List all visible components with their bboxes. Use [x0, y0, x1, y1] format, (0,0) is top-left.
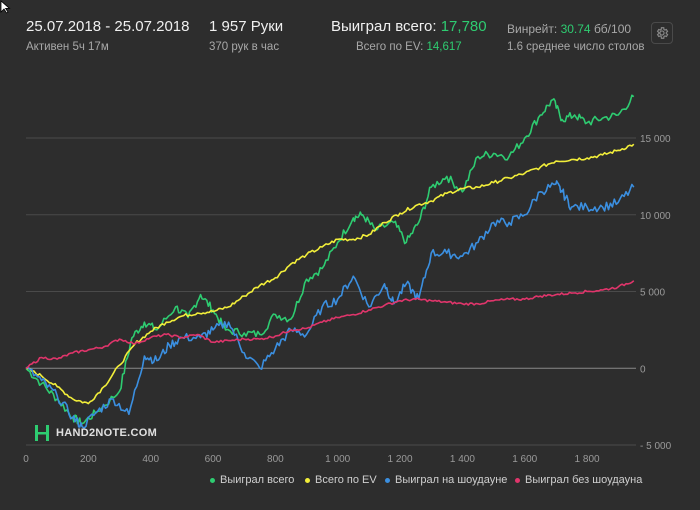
hand2note-logo: HAND2NOTE.COM: [34, 424, 157, 442]
series-non-showdown: [25, 280, 635, 369]
settings-button[interactable]: [651, 22, 673, 44]
gear-icon: [656, 27, 669, 39]
winrate: Винрейт: 30.74 бб/100: [507, 22, 631, 36]
series-showdown: [25, 180, 635, 429]
legend-label: Выиграл без шоудауна: [525, 474, 643, 486]
y-tick-label: 5 000: [640, 288, 665, 299]
hands-count: 1 957 Руки: [209, 18, 284, 35]
legend-marker: [210, 477, 215, 483]
x-tick-label: 400: [142, 454, 159, 465]
cursor-icon: [0, 0, 11, 14]
x-tick-label: 200: [80, 454, 97, 465]
won-total: Выиграл всего: 17,780: [331, 18, 487, 35]
date-range: 25.07.2018 - 25.07.2018: [26, 18, 190, 35]
ev-label: Всего по EV:: [356, 41, 424, 53]
x-tick-label: 1 400: [450, 454, 475, 465]
winrate-label: Винрейт:: [507, 22, 558, 36]
winrate-unit: бб/100: [593, 22, 632, 36]
series-ev: [25, 143, 635, 405]
logo-text: HAND2NOTE.COM: [56, 427, 158, 439]
hands-per-hour: 370 рук в час: [209, 41, 280, 53]
won-total-value: 17,780: [440, 18, 487, 35]
legend-item-showdown[interactable]: Выиграл на шоудауне: [385, 474, 507, 486]
y-tick-label: 0: [640, 364, 646, 375]
x-tick-label: 1 000: [325, 454, 350, 465]
y-tick-label: 15 000: [640, 134, 671, 145]
legend-marker: [515, 477, 520, 483]
hand2note-logo-icon: [35, 425, 49, 441]
winrate-value: 30.74: [560, 22, 591, 36]
legend-item-non-showdown[interactable]: Выиграл без шоудауна: [515, 474, 642, 486]
legend-label: Всего по EV: [315, 474, 377, 486]
avg-tables: 1.6 среднее число столов: [507, 41, 645, 53]
legend-marker: [385, 477, 390, 483]
series-won-total: [25, 94, 635, 427]
won-total-label: Выиграл всего:: [331, 18, 437, 35]
y-tick-label: - 5 000: [640, 441, 672, 452]
x-tick-label: 1 600: [512, 454, 537, 465]
y-tick-label: 10 000: [640, 211, 671, 222]
active-time: Активен 5ч 17м: [26, 41, 109, 53]
legend-item-ev[interactable]: Всего по EV: [305, 474, 377, 486]
legend-label: Выиграл на шоудауне: [395, 474, 508, 486]
x-tick-label: 0: [23, 454, 29, 465]
x-tick-label: 800: [267, 454, 284, 465]
x-tick-label: 600: [205, 454, 222, 465]
x-tick-label: 1 800: [575, 454, 600, 465]
legend-item-won-total[interactable]: Выиграл всего: [210, 474, 294, 486]
ev-value: 14,617: [426, 41, 462, 53]
ev-total: Всего по EV: 14,617: [356, 41, 462, 53]
legend-label: Выиграл всего: [220, 474, 295, 486]
x-tick-label: 1 200: [388, 454, 413, 465]
legend-marker: [305, 477, 310, 483]
